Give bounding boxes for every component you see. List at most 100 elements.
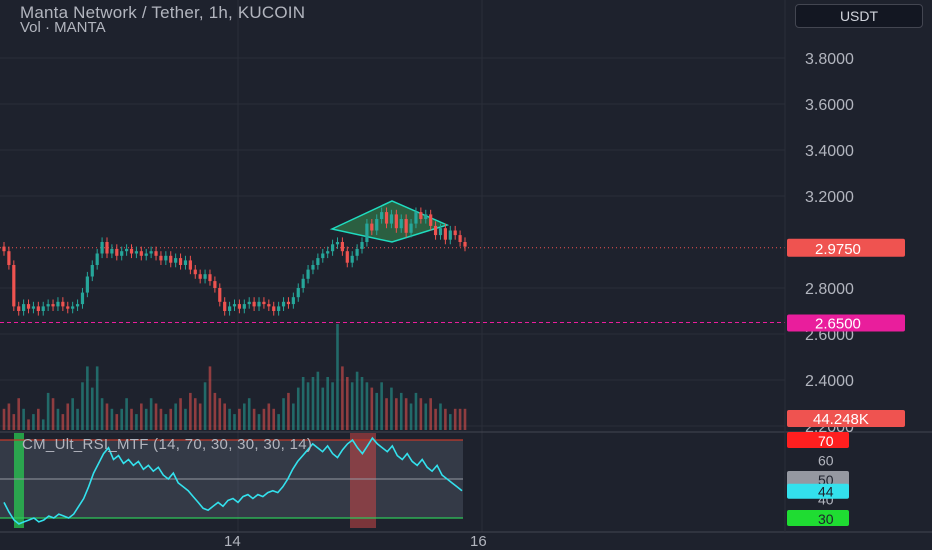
volume-bar bbox=[326, 377, 329, 430]
volume-bar bbox=[189, 392, 192, 430]
volume-bar bbox=[257, 414, 261, 430]
candle bbox=[149, 251, 153, 254]
volume-bar bbox=[41, 419, 45, 430]
candle bbox=[399, 219, 403, 229]
volume-bar bbox=[238, 408, 241, 430]
volume-bar bbox=[267, 403, 271, 430]
volume-bar bbox=[95, 366, 99, 430]
candle bbox=[164, 255, 168, 261]
candle bbox=[12, 265, 16, 307]
price-axis-label: 3.4000 bbox=[805, 143, 854, 160]
rsi-level-label: 70 bbox=[818, 433, 834, 449]
rsi-line bbox=[3, 436, 463, 525]
volume-bar bbox=[154, 403, 158, 430]
volume-bar bbox=[311, 377, 315, 430]
rsi-level-tag bbox=[787, 510, 849, 526]
price-axis-label: 3.8000 bbox=[805, 51, 854, 68]
volume-bar bbox=[140, 403, 143, 430]
volume-bar bbox=[66, 403, 70, 430]
candle bbox=[41, 306, 45, 311]
volume-bar bbox=[164, 414, 168, 430]
volume-bar bbox=[350, 382, 354, 430]
volume-bar bbox=[424, 403, 428, 430]
volume-bar bbox=[277, 414, 280, 430]
candle bbox=[345, 251, 349, 263]
candle bbox=[183, 260, 188, 265]
candle bbox=[267, 304, 271, 307]
candle bbox=[272, 306, 276, 311]
candle bbox=[281, 301, 286, 307]
currency-button[interactable]: USDT bbox=[795, 4, 923, 28]
time-axis-label: 14 bbox=[224, 533, 241, 550]
volume-bar bbox=[316, 371, 320, 430]
volume-bar bbox=[404, 398, 408, 430]
candle bbox=[46, 304, 50, 307]
candle bbox=[90, 265, 94, 277]
volume-legend: Vol · MANTA bbox=[20, 19, 106, 36]
volume-bar bbox=[37, 408, 40, 430]
volume-bar bbox=[380, 382, 383, 430]
symbol-title[interactable]: Manta Network / Tether, 1h, KUCOIN bbox=[20, 3, 306, 22]
candle bbox=[306, 269, 310, 279]
volume-bar bbox=[179, 398, 182, 430]
volume-bar bbox=[458, 408, 462, 430]
volume-tag bbox=[787, 410, 905, 427]
volume-bar bbox=[86, 366, 89, 430]
volume-bar bbox=[12, 414, 16, 430]
candle bbox=[335, 242, 340, 245]
candle bbox=[188, 260, 192, 270]
volume-bar bbox=[32, 414, 35, 430]
volume-bar bbox=[17, 398, 21, 430]
volume-bar bbox=[296, 387, 300, 430]
candle bbox=[242, 304, 246, 309]
current-price-tag bbox=[787, 238, 905, 257]
volume-bar bbox=[453, 408, 457, 430]
candle bbox=[330, 244, 335, 252]
volume-bar bbox=[198, 403, 202, 430]
volume-bar bbox=[223, 403, 226, 430]
volume-bar bbox=[56, 408, 60, 430]
volume-bar bbox=[434, 408, 437, 430]
volume-bar bbox=[409, 403, 413, 430]
candle bbox=[291, 297, 295, 305]
candle bbox=[296, 288, 300, 298]
candle bbox=[453, 230, 457, 236]
volume-bar bbox=[463, 408, 467, 430]
candle bbox=[71, 306, 75, 309]
candle bbox=[203, 274, 207, 279]
candle bbox=[100, 242, 104, 254]
candle bbox=[414, 212, 418, 224]
volume-bar bbox=[100, 398, 104, 430]
candle bbox=[144, 253, 148, 256]
candle bbox=[380, 212, 384, 219]
price-axis-label: 2.4000 bbox=[805, 373, 854, 390]
volume-bar bbox=[203, 382, 207, 430]
candle bbox=[394, 214, 398, 229]
volume-bar bbox=[282, 398, 285, 430]
price-axis-label: 3.6000 bbox=[805, 97, 854, 114]
volume-bar bbox=[341, 366, 344, 430]
candle bbox=[360, 242, 364, 249]
candle bbox=[198, 274, 202, 279]
candle bbox=[340, 242, 344, 252]
volume-bar bbox=[262, 408, 266, 430]
candle bbox=[419, 212, 423, 219]
volume-bar bbox=[90, 387, 94, 430]
volume-bar bbox=[81, 382, 84, 430]
rsi-level-label: 30 bbox=[818, 511, 834, 527]
candle bbox=[301, 278, 305, 288]
candle bbox=[120, 251, 124, 256]
candle bbox=[384, 212, 389, 224]
volume-bar bbox=[390, 387, 393, 430]
candle bbox=[438, 228, 443, 236]
volume-bar bbox=[76, 408, 79, 430]
volume-bar bbox=[414, 392, 418, 430]
candle bbox=[22, 304, 26, 311]
volume-bar bbox=[385, 398, 388, 430]
candle bbox=[237, 304, 242, 309]
volume-bar bbox=[336, 324, 339, 430]
candle bbox=[433, 225, 438, 236]
volume-bar bbox=[208, 366, 212, 430]
candle bbox=[61, 301, 65, 307]
